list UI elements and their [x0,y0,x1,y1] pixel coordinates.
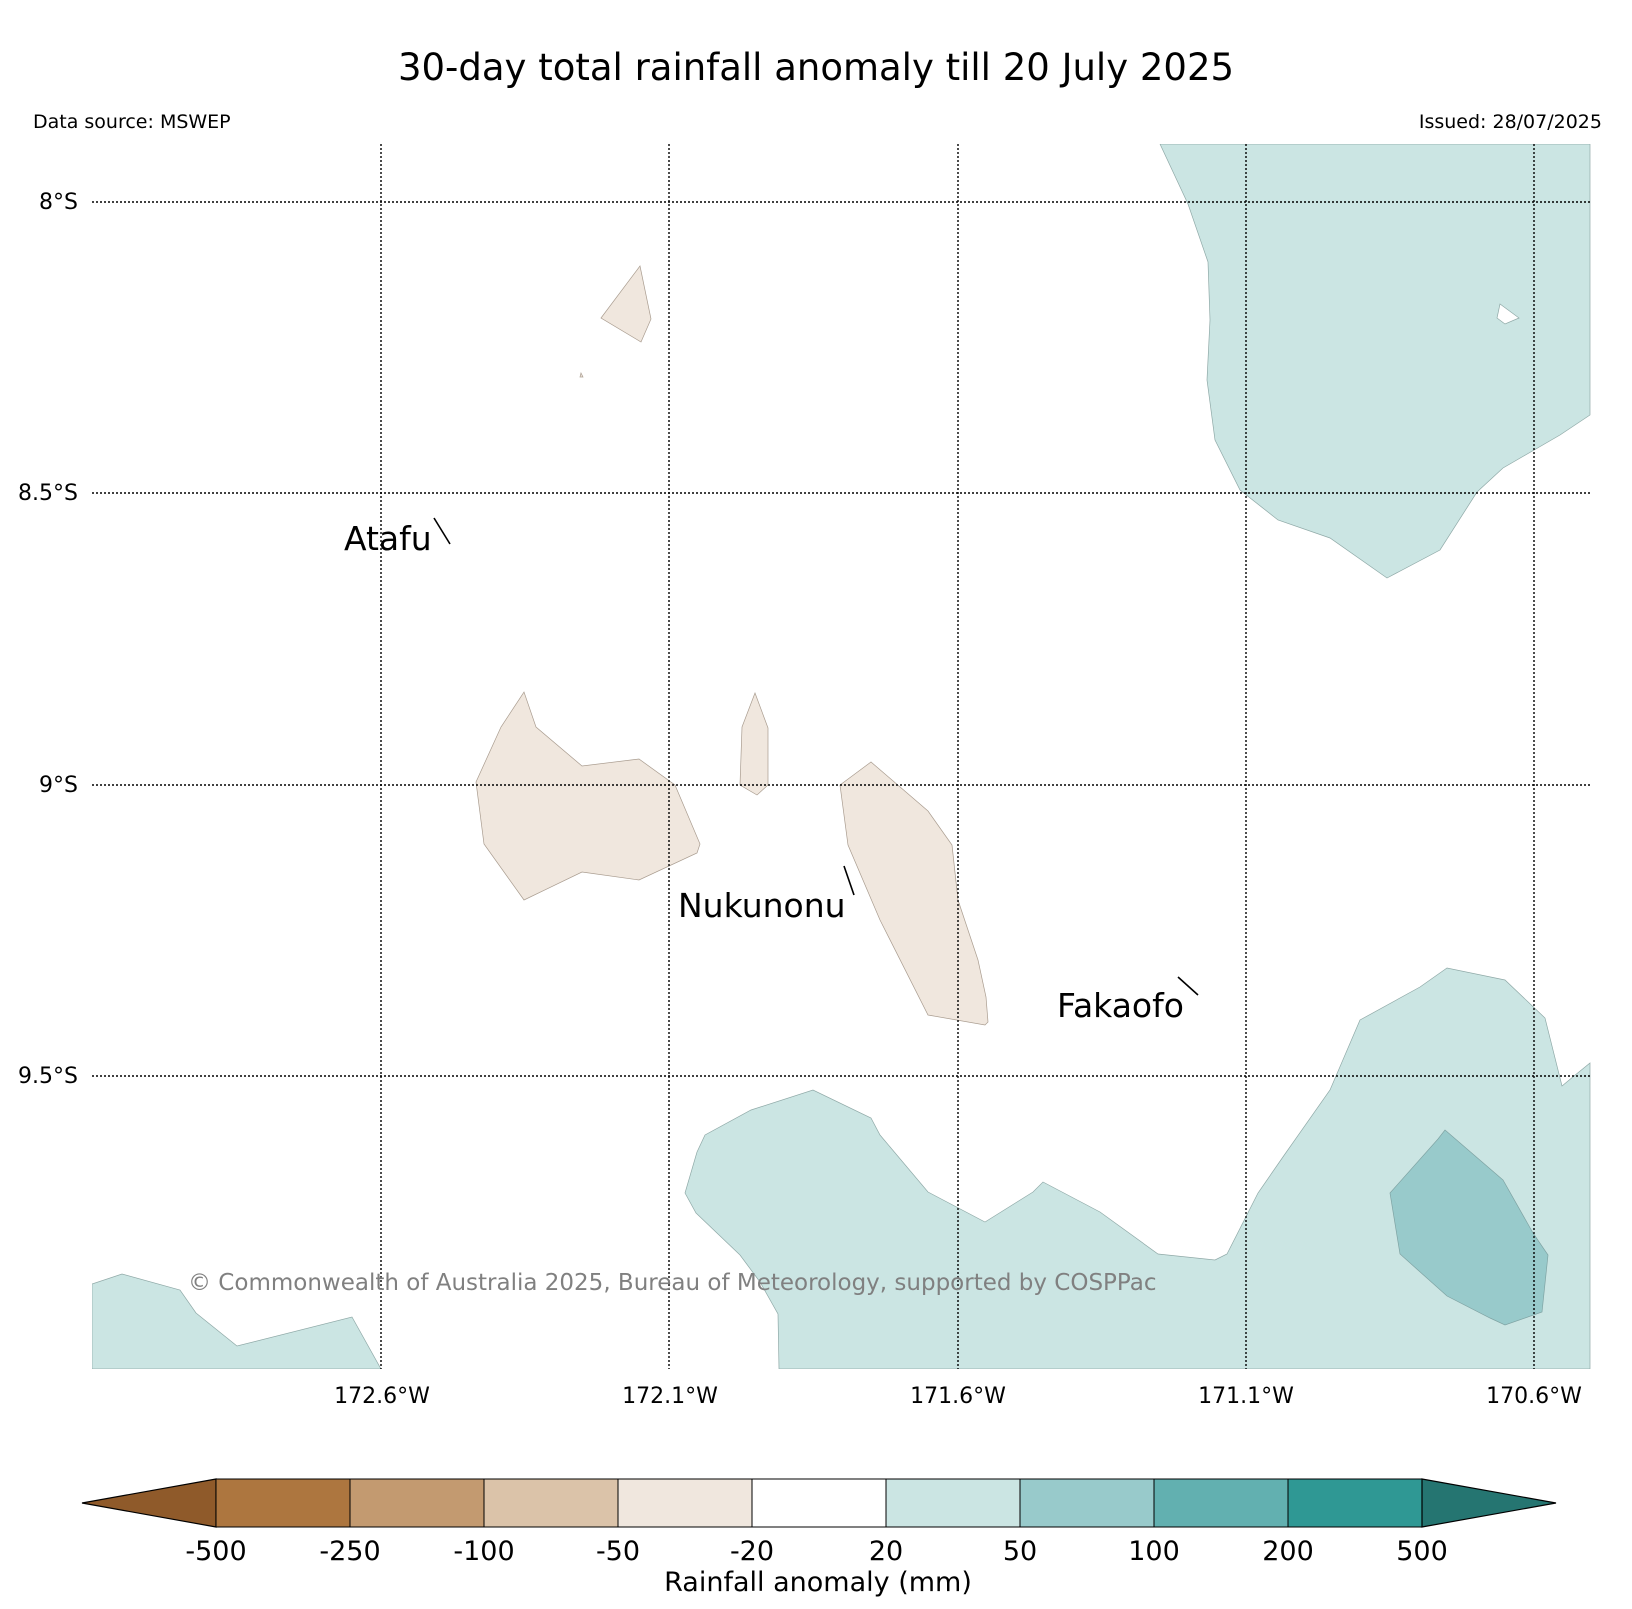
colorbar-segment [751,1478,887,1528]
place-label-fakaofo: Fakaofo [1057,986,1184,1025]
place-fakaofo: Fakaofo [1057,976,1199,1025]
lon-label: 171.6°W [910,1384,1006,1409]
colorbar-tick: -250 [319,1536,380,1567]
longitude-labels: 172.6°W 172.1°W 171.6°W 171.1°W 170.6°W [334,1384,1582,1409]
lon-label: 170.6°W [1486,1384,1582,1409]
region-n-dry-small [600,265,652,343]
lat-label: 9.5°S [18,1064,78,1089]
place-label-nukunonu: Nukunonu [678,886,846,925]
place-nukunonu: Nukunonu [678,865,855,925]
colorbar-tick: -100 [453,1536,514,1567]
region-c-dry-long [839,761,989,1026]
colorbar-segment [617,1478,753,1528]
latitude-labels: 8°S 8.5°S 9°S 9.5°S [18,190,78,1089]
place-label-atafu: Atafu [344,519,432,558]
colorbar: -500 -250 -100 -50 -20 20 50 100 200 500… [81,1478,1557,1598]
figure-title: 30-day total rainfall anomaly till 20 Ju… [398,46,1234,89]
colorbar-extend-low [81,1478,217,1528]
map-gridlines [92,144,1591,1369]
colorbar-tick: 20 [869,1536,903,1567]
colorbar-extend-high [1421,1478,1557,1528]
island-marker-atafu [433,517,451,545]
lon-label: 172.1°W [622,1384,718,1409]
lat-label: 8.5°S [18,481,78,506]
lat-label: 9°S [39,773,78,798]
colorbar-segment [483,1478,619,1528]
colorbar-tick: 50 [1003,1536,1037,1567]
region-s-wet [684,967,1591,1369]
colorbar-tick: 500 [1396,1536,1448,1567]
colorbar-tick: -20 [730,1536,774,1567]
colorbar-segment [1153,1478,1289,1528]
colorbar-tick: -500 [185,1536,246,1567]
colorbar-segment [349,1478,485,1528]
region-c-dry-narrow [739,692,769,796]
island-marker-fakaofo [1177,976,1199,996]
region-sw-wet [92,1273,382,1369]
region-se-wet-core [1389,1129,1549,1326]
place-atafu: Atafu [344,517,451,558]
colorbar-tick: 100 [1128,1536,1180,1567]
colorbar-segment [1019,1478,1155,1528]
region-ne-wet [1159,144,1591,579]
colorbar-tick: -50 [596,1536,640,1567]
lat-label: 8°S [39,190,78,215]
copyright-notice: © Commonwealth of Australia 2025, Bureau… [188,1270,1157,1296]
colorbar-segment [885,1478,1021,1528]
map-panel: 8°S 8.5°S 9°S 9.5°S 172.6°W 172.1°W 171.… [18,144,1591,1409]
issued-date-label: Issued: 28/07/2025 [1419,111,1602,133]
anomaly-regions [92,144,1591,1369]
island-marker-nukunonu [843,865,855,896]
data-source-label: Data source: MSWEP [33,111,231,133]
region-n-dry-dot [579,371,584,378]
region-w-dry [475,691,701,901]
colorbar-tick-labels: -500 -250 -100 -50 -20 20 50 100 200 500 [185,1536,1447,1567]
lon-label: 171.1°W [1198,1384,1294,1409]
lon-label: 172.6°W [334,1384,430,1409]
colorbar-segment [215,1478,351,1528]
colorbar-tick: 200 [1262,1536,1314,1567]
colorbar-segment [1287,1478,1423,1528]
region-ne-hole [1496,303,1520,325]
colorbar-label: Rainfall anomaly (mm) [664,1567,972,1598]
